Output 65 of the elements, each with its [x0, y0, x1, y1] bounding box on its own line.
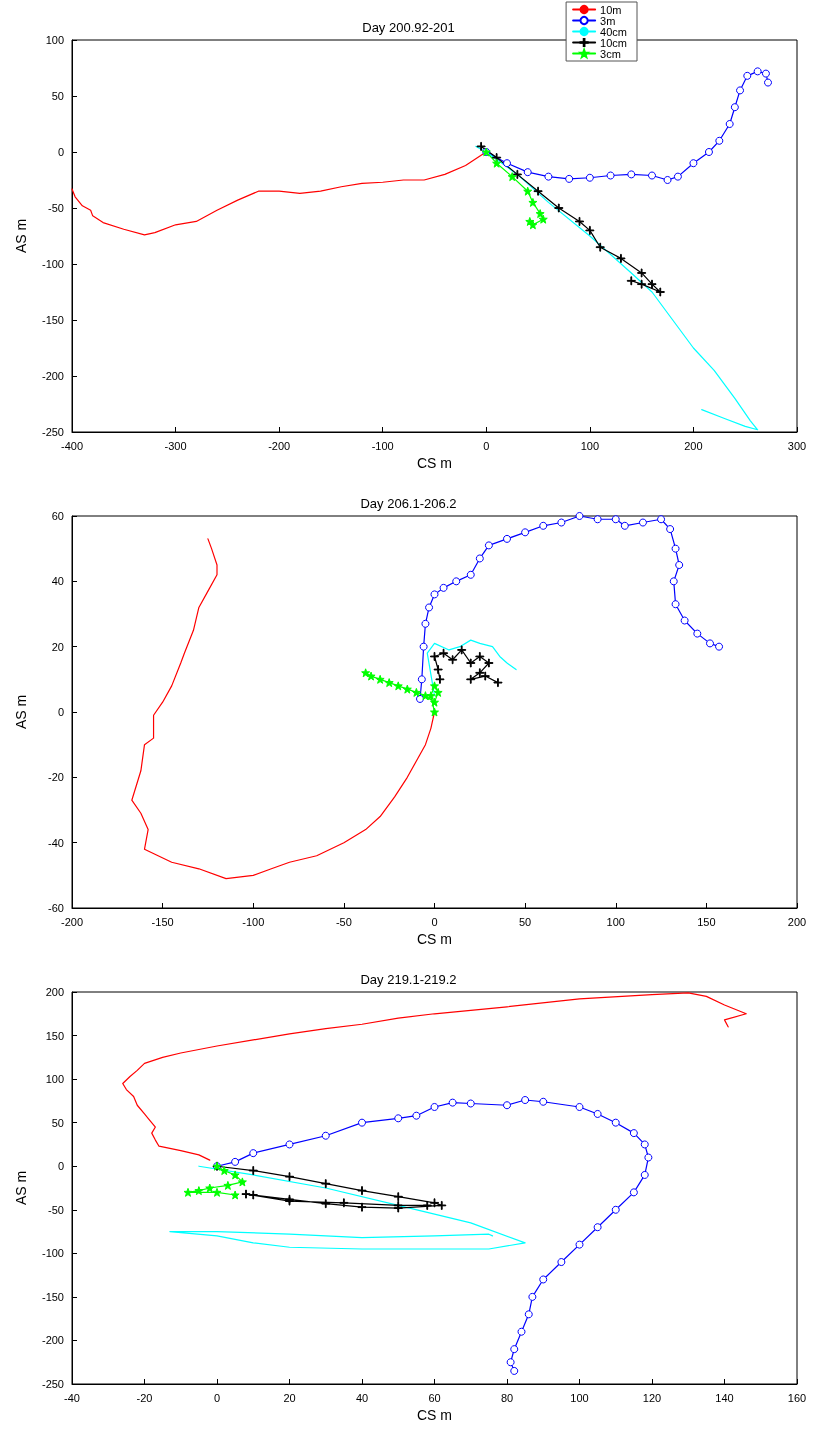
x-tick-label: 120 [642, 1391, 662, 1404]
legend-label: 40cm [600, 25, 628, 38]
y-axis-title: AS m [13, 694, 29, 730]
legend-label: 3m [600, 14, 616, 27]
x-tick-label: 80 [500, 1391, 514, 1404]
y-tick-label: 50 [51, 90, 64, 102]
y-tick-label: 100 [45, 34, 64, 46]
chart-title: Day 206.1-206.2 [360, 496, 457, 511]
y-tick-label: -250 [41, 426, 64, 438]
x-tick-label: 0 [483, 439, 490, 452]
x-tick-label: -300 [164, 439, 187, 452]
x-tick-label: -50 [335, 915, 352, 928]
y-tick-label: 50 [51, 1116, 64, 1129]
y-tick-label: 0 [57, 146, 64, 158]
y-axis-title: AS m [13, 1170, 29, 1206]
legend-label: 10m [600, 3, 622, 16]
y-tick-label: -200 [41, 370, 64, 382]
x-tick-label: 150 [697, 915, 716, 928]
y-tick-label: -40 [48, 836, 64, 849]
y-tick-label: -100 [41, 1247, 64, 1260]
x-axis-title: CS m [417, 1406, 452, 1423]
y-tick-label: 200 [45, 986, 64, 998]
x-tick-label: -150 [151, 915, 174, 928]
x-tick-label: 100 [606, 915, 625, 928]
y-axis-title: AS m [13, 218, 29, 254]
x-tick-label: 100 [570, 1391, 589, 1404]
y-tick-label: -100 [41, 258, 64, 270]
y-tick-label: 0 [57, 1160, 64, 1173]
y-tick-label: -20 [48, 771, 64, 784]
x-tick-label: 140 [715, 1391, 734, 1404]
chart-title: Day 200.92-201 [362, 20, 455, 35]
chart-title: Day 219.1-219.2 [360, 972, 457, 987]
x-tick-label: 200 [787, 915, 807, 928]
x-tick-label: 50 [519, 915, 532, 928]
y-tick-label: 40 [51, 575, 64, 588]
y-tick-label: -50 [48, 202, 64, 214]
x-tick-label: -400 [60, 439, 84, 452]
y-tick-label: -200 [41, 1334, 64, 1347]
y-tick-label: 100 [45, 1073, 64, 1086]
x-tick-label: 160 [787, 1391, 807, 1404]
x-tick-label: -100 [242, 915, 265, 928]
legend-label: 10cm [600, 36, 628, 49]
y-tick-label: 20 [51, 640, 64, 653]
x-tick-label: -20 [136, 1391, 153, 1404]
x-tick-label: 20 [283, 1391, 296, 1404]
x-tick-label: -200 [268, 439, 291, 452]
x-tick-label: 0 [431, 915, 438, 928]
x-axis-title: CS m [417, 454, 452, 471]
x-tick-label: 40 [355, 1391, 369, 1404]
legend-label: 3cm [600, 47, 621, 60]
y-tick-label: -250 [41, 1378, 64, 1390]
y-tick-label: -150 [41, 1290, 64, 1303]
y-tick-label: 0 [57, 706, 64, 718]
x-tick-label: -100 [371, 439, 394, 452]
x-axis-title: CS m [417, 930, 452, 947]
y-tick-label: -60 [48, 902, 64, 914]
y-tick-label: -50 [48, 1203, 64, 1216]
x-tick-label: 300 [787, 439, 807, 452]
x-tick-label: 60 [428, 1391, 441, 1404]
y-tick-label: 60 [51, 510, 64, 522]
x-tick-label: 0 [213, 1391, 221, 1404]
y-tick-label: -150 [41, 314, 64, 326]
y-tick-label: 150 [45, 1029, 64, 1042]
x-tick-label: 200 [684, 439, 703, 452]
x-tick-label: 100 [580, 439, 600, 452]
